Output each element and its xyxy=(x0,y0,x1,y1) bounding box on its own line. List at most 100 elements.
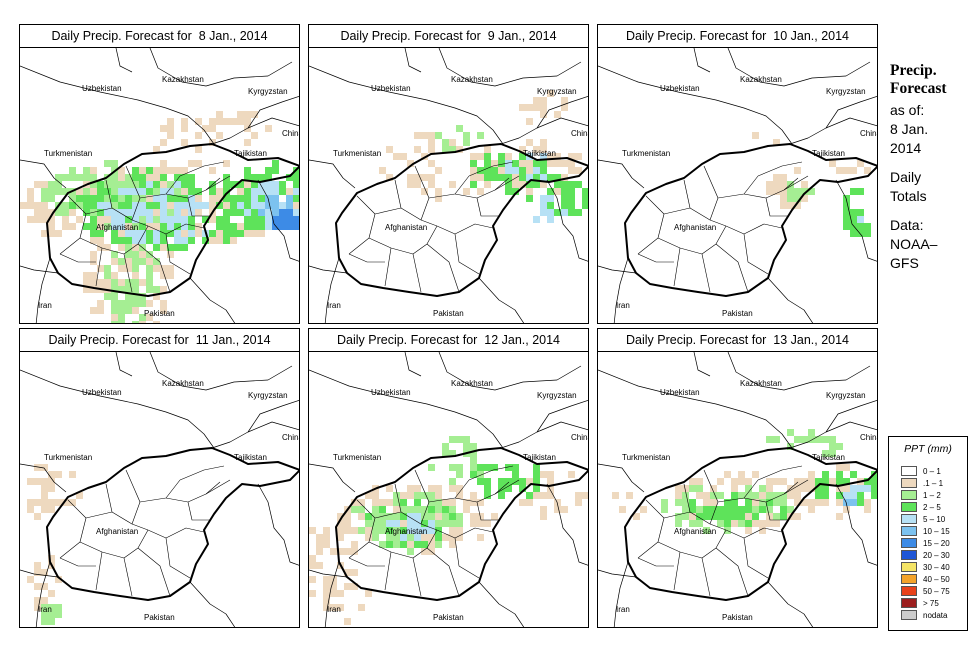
precip-cell xyxy=(773,499,780,506)
precip-cell xyxy=(822,471,829,478)
precip-cell xyxy=(174,244,181,251)
precip-cell xyxy=(41,618,48,625)
precip-cell xyxy=(414,513,421,520)
precip-cell xyxy=(174,167,181,174)
precip-cell xyxy=(568,202,575,209)
precip-cell xyxy=(843,485,850,492)
country-border xyxy=(35,257,51,323)
province-border xyxy=(454,481,510,503)
country-border xyxy=(767,581,814,627)
precip-cell xyxy=(62,216,69,223)
precip-cell xyxy=(843,209,850,216)
precip-cell xyxy=(111,202,118,209)
precip-cell xyxy=(139,279,146,286)
precip-cell xyxy=(568,195,575,202)
precip-cell xyxy=(181,174,188,181)
precip-cell xyxy=(323,583,330,590)
precip-cell xyxy=(710,506,717,513)
precip-cell xyxy=(822,436,829,443)
precip-cell xyxy=(533,104,540,111)
precip-cell xyxy=(272,167,279,174)
precip-cell xyxy=(484,464,491,471)
precip-cell xyxy=(696,478,703,485)
precip-cell xyxy=(393,506,400,513)
precip-cell xyxy=(540,506,547,513)
precip-cell xyxy=(181,223,188,230)
precip-cell xyxy=(554,188,561,195)
precip-cell xyxy=(286,195,293,202)
precip-cell xyxy=(477,153,484,160)
precip-cell xyxy=(787,429,794,436)
precip-cell xyxy=(139,314,146,321)
precip-cell xyxy=(540,97,547,104)
precip-cell xyxy=(393,153,400,160)
province-border xyxy=(85,511,149,531)
precip-cell xyxy=(55,471,62,478)
precip-cell xyxy=(568,188,575,195)
legend-label: 20 – 30 xyxy=(923,551,950,560)
province-border xyxy=(147,527,205,539)
precip-cell xyxy=(216,118,223,125)
precip-cell xyxy=(223,160,230,167)
precip-cell xyxy=(829,436,836,443)
province-border xyxy=(348,557,385,567)
country-label-kazakhstan: Kazakhstan xyxy=(740,379,782,388)
country-border xyxy=(20,159,67,189)
precip-cell xyxy=(118,202,125,209)
precip-cell xyxy=(815,492,822,499)
precip-cell xyxy=(857,188,864,195)
legend-label: 40 – 50 xyxy=(923,575,950,584)
precip-cell xyxy=(505,174,512,181)
precip-cell xyxy=(745,506,752,513)
country-label-afghanistan: Afghanistan xyxy=(674,527,716,536)
precip-cell xyxy=(731,513,738,520)
country-border xyxy=(309,463,356,493)
country-label-kyrgyzstan: Kyrgyzstan xyxy=(537,391,577,400)
precip-cell xyxy=(386,541,393,548)
precip-cell xyxy=(153,244,160,251)
precip-cell xyxy=(351,506,358,513)
precip-cell xyxy=(48,209,55,216)
precip-cell xyxy=(864,485,871,492)
precip-cell xyxy=(125,293,132,300)
precip-cell xyxy=(160,174,167,181)
precip-cell xyxy=(76,492,83,499)
precip-cell xyxy=(582,188,588,195)
legend-label: 2 – 5 xyxy=(923,503,941,512)
precip-cell xyxy=(293,223,299,230)
province-border xyxy=(703,165,719,199)
precip-cell xyxy=(181,181,188,188)
precip-cell xyxy=(780,195,787,202)
precip-cell xyxy=(540,492,547,499)
country-border xyxy=(324,561,340,627)
precip-cell xyxy=(407,520,414,527)
precip-cell xyxy=(174,181,181,188)
precip-cell xyxy=(174,230,181,237)
afghanistan-outline xyxy=(624,447,877,601)
province-border xyxy=(683,179,691,209)
province-border xyxy=(468,161,514,177)
precip-cell xyxy=(400,506,407,513)
precip-cell xyxy=(519,174,526,181)
precip-cell xyxy=(181,188,188,195)
province-border xyxy=(765,197,788,217)
province-border xyxy=(715,547,749,597)
map-panel-jan10: Daily Precip. Forecast for 10 Jan., 2014… xyxy=(597,24,878,324)
precip-cell xyxy=(435,188,442,195)
country-label-iran: Iran xyxy=(327,301,341,310)
precip-cell xyxy=(752,132,759,139)
precip-cell xyxy=(69,471,76,478)
precip-cell xyxy=(836,492,843,499)
precip-cell xyxy=(174,174,181,181)
province-border xyxy=(701,253,711,293)
precip-cell xyxy=(125,265,132,272)
precip-cell xyxy=(27,499,34,506)
panel-title: Daily Precip. Forecast for 10 Jan., 2014 xyxy=(598,25,877,48)
precip-cell xyxy=(146,188,153,195)
precip-cell xyxy=(857,160,864,167)
country-label-china: China xyxy=(282,433,300,442)
precip-cell xyxy=(731,492,738,499)
precip-cell xyxy=(34,597,41,604)
precip-cell xyxy=(689,499,696,506)
precip-cell xyxy=(633,513,640,520)
